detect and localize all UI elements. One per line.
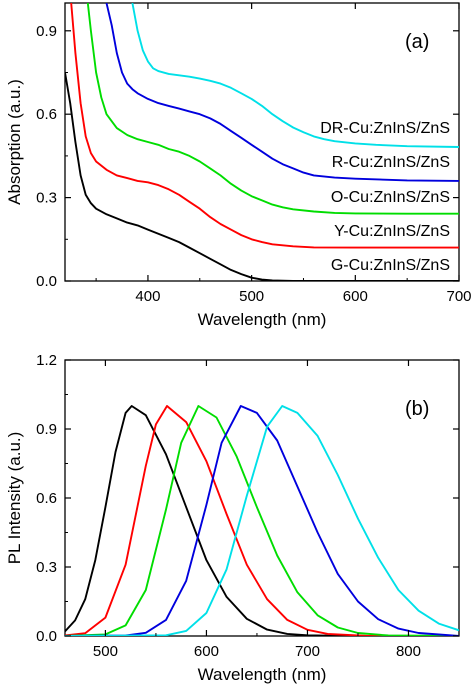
- x-tick-label: 400: [135, 288, 160, 305]
- x-tick-label: 700: [446, 288, 471, 305]
- y-tick-label: 0.0: [36, 628, 57, 645]
- panel-b-label: (b): [405, 398, 429, 420]
- panel-a-x-axis-label: Wavelength (nm): [198, 310, 327, 329]
- panel-a-frame: [64, 2, 460, 282]
- series-label-0: G-Cu:ZnInS/ZnS: [331, 257, 450, 274]
- y-tick-label: 0.0: [36, 273, 57, 290]
- x-tick-label: 500: [239, 288, 264, 305]
- series-line-a-0: [65, 72, 459, 281]
- x-tick-label: 600: [194, 643, 219, 660]
- panel-b-x-axis-label: Wavelength (nm): [198, 665, 327, 684]
- series-line-a-4: [131, 3, 459, 148]
- series-line-b-2: [65, 405, 459, 636]
- series-line-a-2: [86, 3, 459, 215]
- y-tick-label: 1.2: [36, 352, 57, 369]
- x-tick-label: 800: [396, 643, 421, 660]
- series-line-b-0: [65, 405, 459, 636]
- panel-b-frame: [64, 359, 460, 637]
- series-line-b-1: [65, 405, 459, 636]
- series-line-b-4: [65, 405, 459, 636]
- panel-a-series: [65, 3, 459, 281]
- y-tick-label: 0.9: [36, 23, 57, 40]
- panel-b-pl-chart: 500 600 700 800 0.0 0.3 0.6 0.9 1.2 (b) Waveleng…: [5, 352, 460, 684]
- panel-b-series: [65, 405, 459, 636]
- series-label-3: R-Cu:ZnInS/ZnS: [332, 154, 450, 171]
- series-label-2: O-Cu:ZnInS/ZnS: [331, 189, 450, 206]
- series-line-a-3: [105, 3, 459, 182]
- x-tick-label: 500: [93, 643, 118, 660]
- y-tick-label: 0.3: [36, 190, 57, 207]
- x-tick-label: 600: [343, 288, 368, 305]
- y-tick-label: 0.9: [36, 421, 57, 438]
- panel-a-absorption-chart: 400 500 600 700 0.0 0.3 0.6 0.9 G-Cu:ZnInS/ZnS Y…: [5, 2, 472, 329]
- panel-a-ticks: 400 500 600 700 0.0 0.3 0.6 0.9: [36, 3, 472, 305]
- series-label-4: DR-Cu:ZnInS/ZnS: [320, 120, 450, 137]
- panel-a-y-axis-label: Absorption (a.u.): [5, 79, 24, 205]
- x-tick-label: 700: [295, 643, 320, 660]
- panel-b-y-axis-label: PL Intensity (a.u.): [5, 432, 24, 565]
- series-line-a-1: [70, 3, 459, 249]
- panel-a-series-labels: G-Cu:ZnInS/ZnS Y-Cu:ZnInS/ZnS O-Cu:ZnInS/Z…: [320, 120, 450, 274]
- series-label-1: Y-Cu:ZnInS/ZnS: [334, 223, 450, 240]
- y-tick-label: 0.6: [36, 106, 57, 123]
- y-tick-label: 0.6: [36, 490, 57, 507]
- panel-a-label: (a): [405, 31, 429, 53]
- y-tick-label: 0.3: [36, 559, 57, 576]
- panel-b-ticks: 500 600 700 800 0.0 0.3 0.6 0.9 1.2: [36, 352, 459, 660]
